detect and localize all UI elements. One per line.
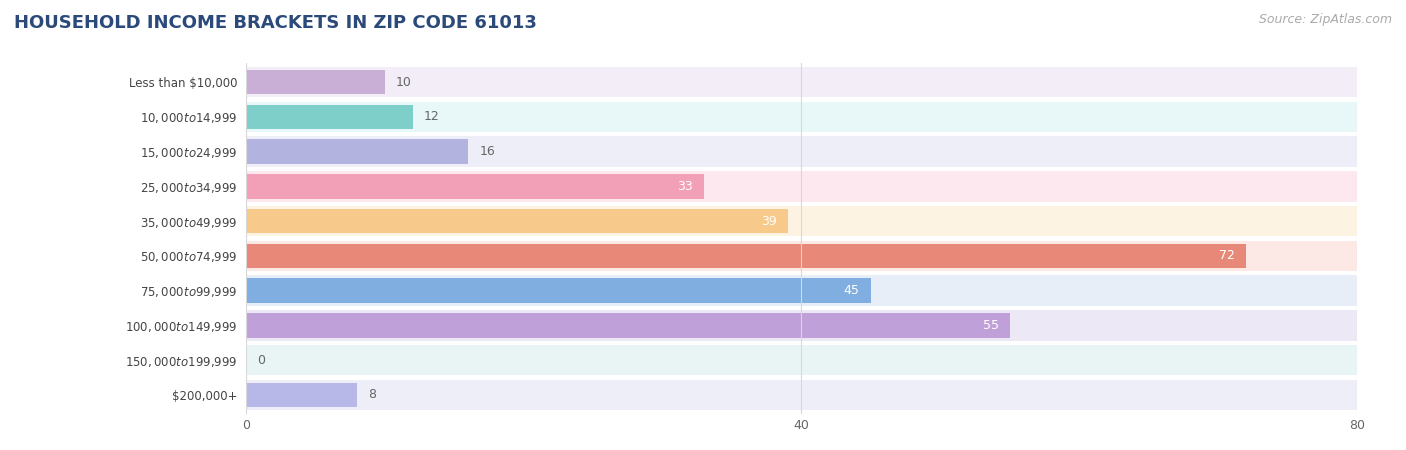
Text: 39: 39 bbox=[761, 215, 776, 228]
Bar bbox=[246, 380, 1357, 410]
Bar bbox=[246, 382, 357, 407]
Bar bbox=[246, 136, 1357, 167]
Text: 0: 0 bbox=[257, 354, 266, 367]
Bar bbox=[246, 102, 1357, 132]
Bar bbox=[246, 279, 870, 303]
Text: 72: 72 bbox=[1219, 249, 1234, 262]
Bar bbox=[246, 70, 385, 94]
Text: 10: 10 bbox=[396, 76, 412, 89]
Text: 55: 55 bbox=[983, 319, 998, 332]
Text: 16: 16 bbox=[479, 145, 495, 158]
Bar bbox=[246, 275, 1357, 306]
Bar bbox=[246, 174, 704, 198]
Text: 33: 33 bbox=[678, 180, 693, 193]
Text: 12: 12 bbox=[423, 110, 440, 123]
Bar bbox=[246, 206, 1357, 236]
Text: 8: 8 bbox=[368, 388, 377, 401]
Bar bbox=[246, 345, 1357, 375]
Bar bbox=[246, 171, 1357, 202]
Bar bbox=[246, 241, 1357, 271]
Bar bbox=[246, 244, 1246, 268]
Text: HOUSEHOLD INCOME BRACKETS IN ZIP CODE 61013: HOUSEHOLD INCOME BRACKETS IN ZIP CODE 61… bbox=[14, 14, 537, 32]
Bar bbox=[246, 310, 1357, 341]
Bar bbox=[246, 67, 1357, 97]
Bar bbox=[246, 105, 413, 129]
Text: Source: ZipAtlas.com: Source: ZipAtlas.com bbox=[1258, 14, 1392, 27]
Bar bbox=[246, 313, 1010, 338]
Bar bbox=[246, 209, 787, 233]
Bar bbox=[246, 140, 468, 164]
Text: 45: 45 bbox=[844, 284, 859, 297]
